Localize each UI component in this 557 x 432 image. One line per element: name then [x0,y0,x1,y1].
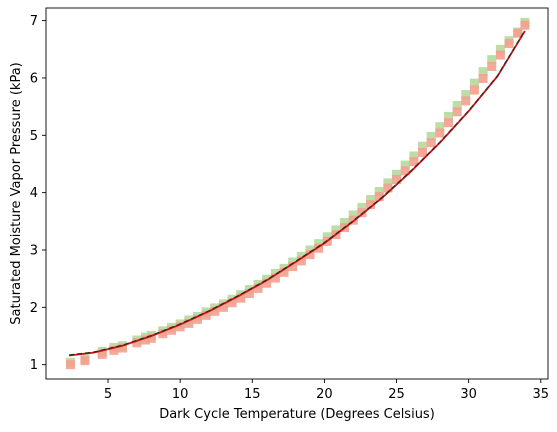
data-point-1-48 [504,39,514,49]
data-point-0-28 [331,225,341,235]
data-point-1-47 [495,50,505,60]
data-point-1-44 [469,85,479,95]
data-point-1-25 [305,250,315,260]
y-tick-label-1: 2 [30,301,38,316]
data-point-0-39 [426,131,436,141]
data-point-1-6 [141,335,151,345]
axes: 5 10 15 20 25 30 35 1 2 3 4 5 6 7 [30,7,550,402]
data-point-1-41 [443,118,453,128]
data-point-0-32 [366,195,376,205]
x-tick-label-6: 35 [533,387,550,402]
x-tick-label-0: 5 [104,387,112,402]
series-line-2 [68,30,526,357]
data-point-0-29 [340,217,350,227]
data-point-1-42 [452,107,462,117]
data-point-0-30 [348,210,358,220]
data-point-0-43 [461,90,471,100]
data-point-0-38 [418,141,427,151]
data-point-0-33 [374,186,384,196]
data-point-1-21 [270,273,280,283]
data-point-0-35 [392,169,402,179]
x-tick-label-1: 10 [172,387,189,402]
y-tick-label-5: 6 [30,71,38,86]
data-point-0-24 [296,251,306,261]
data-point-1-23 [288,262,298,272]
y-tick-label-2: 3 [30,243,38,258]
data-point-1-2 [97,349,107,359]
data-point-1-45 [478,74,488,84]
data-point-1-15 [218,302,228,312]
data-point-1-10 [175,322,185,332]
data-point-0-25 [305,245,315,255]
x-tick-label-2: 15 [244,387,261,402]
data-point-1-13 [201,310,211,320]
data-point-0-21 [270,268,280,278]
data-point-0-26 [314,239,324,249]
data-point-1-7 [146,333,156,343]
data-point-1-33 [374,192,384,202]
data-point-0-41 [443,111,453,121]
x-tick-label-3: 20 [316,387,333,402]
y-axis-label: Saturated Moisture Vapor Pressure (kPa) [9,62,24,325]
data-point-0-31 [357,203,367,213]
data-point-1-49 [513,28,523,38]
data-point-0-27 [322,232,332,242]
data-point-1-3 [109,345,119,355]
data-point-1-0 [66,360,76,370]
data-point-1-32 [366,200,376,210]
plot-frame [45,7,549,380]
data-point-1-34 [383,183,393,193]
y-tick-label-4: 5 [30,129,38,144]
data-point-0-47 [495,44,505,54]
data-point-1-43 [461,96,471,106]
data-point-1-46 [487,61,497,71]
x-tick-label-4: 25 [388,387,405,402]
data-point-1-40 [435,128,445,138]
data-point-1-12 [192,314,202,324]
data-point-0-40 [435,122,445,132]
data-point-1-19 [253,283,263,293]
data-point-1-16 [227,298,237,308]
data-point-1-35 [392,174,402,184]
data-point-1-17 [236,293,246,303]
data-point-1-37 [409,157,419,167]
x-tick-label-5: 30 [460,387,477,402]
y-tick-label-6: 7 [30,14,38,29]
data-point-1-11 [184,318,194,328]
data-point-0-44 [469,78,479,88]
data-point-1-4 [117,343,127,353]
data-point-0-42 [452,100,462,110]
data-point-1-39 [426,138,436,148]
data-point-1-22 [279,267,289,277]
data-point-1-8 [158,329,168,339]
data-point-0-36 [400,160,410,170]
data-point-1-5 [132,338,142,348]
data-point-1-18 [244,289,254,299]
data-point-0-45 [478,67,488,77]
data-point-1-24 [296,256,306,266]
data-point-0-34 [383,178,393,188]
data-point-0-46 [487,55,497,65]
data-point-1-20 [262,278,272,288]
plot-marks [66,17,530,370]
data-point-1-1 [80,356,90,366]
y-tick-label-3: 4 [30,186,38,201]
data-point-1-31 [357,208,367,218]
x-axis-label: Dark Cycle Temperature (Degrees Celsius) [159,407,435,422]
data-point-1-38 [418,148,427,157]
data-point-0-23 [288,257,298,267]
y-tick-label-0: 1 [30,358,38,373]
data-point-1-9 [167,325,176,335]
series-line-3 [69,30,526,356]
data-point-1-14 [210,306,220,316]
data-point-0-37 [409,151,419,161]
data-point-1-50 [520,20,530,30]
data-point-1-36 [400,166,410,176]
data-point-1-26 [314,243,324,253]
